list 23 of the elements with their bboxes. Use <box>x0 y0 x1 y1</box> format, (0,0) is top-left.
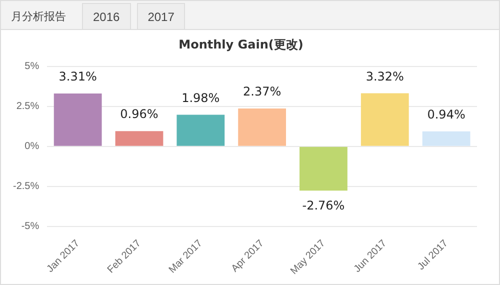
bar <box>176 114 225 146</box>
text: 2016 <box>82 3 131 29</box>
data-label: 3.31% <box>58 70 97 84</box>
data-label: 0.96% <box>120 107 158 122</box>
data-label: 2.37% <box>243 84 282 99</box>
chart-title: Monthly Gain(更改) <box>178 37 304 52</box>
data-label: -2.76% <box>302 198 345 213</box>
text: 月分析报告 <box>10 9 67 25</box>
bar <box>422 131 470 146</box>
y-tick-label: -2.5% <box>13 181 40 192</box>
bar <box>360 93 409 146</box>
y-tick-label: 5% <box>24 61 40 72</box>
y-tick-label: -5% <box>21 221 40 232</box>
data-label: 0.94% <box>427 108 466 122</box>
bar <box>54 93 102 146</box>
bar <box>238 108 286 146</box>
data-label: 3.32% <box>366 69 404 84</box>
bar <box>115 131 164 146</box>
y-tick-label: 2.5% <box>16 101 40 112</box>
data-label: 1.98% <box>182 90 220 105</box>
y-tick-label: 0% <box>24 141 40 152</box>
text: 2017 <box>136 3 186 29</box>
bar <box>300 146 348 191</box>
